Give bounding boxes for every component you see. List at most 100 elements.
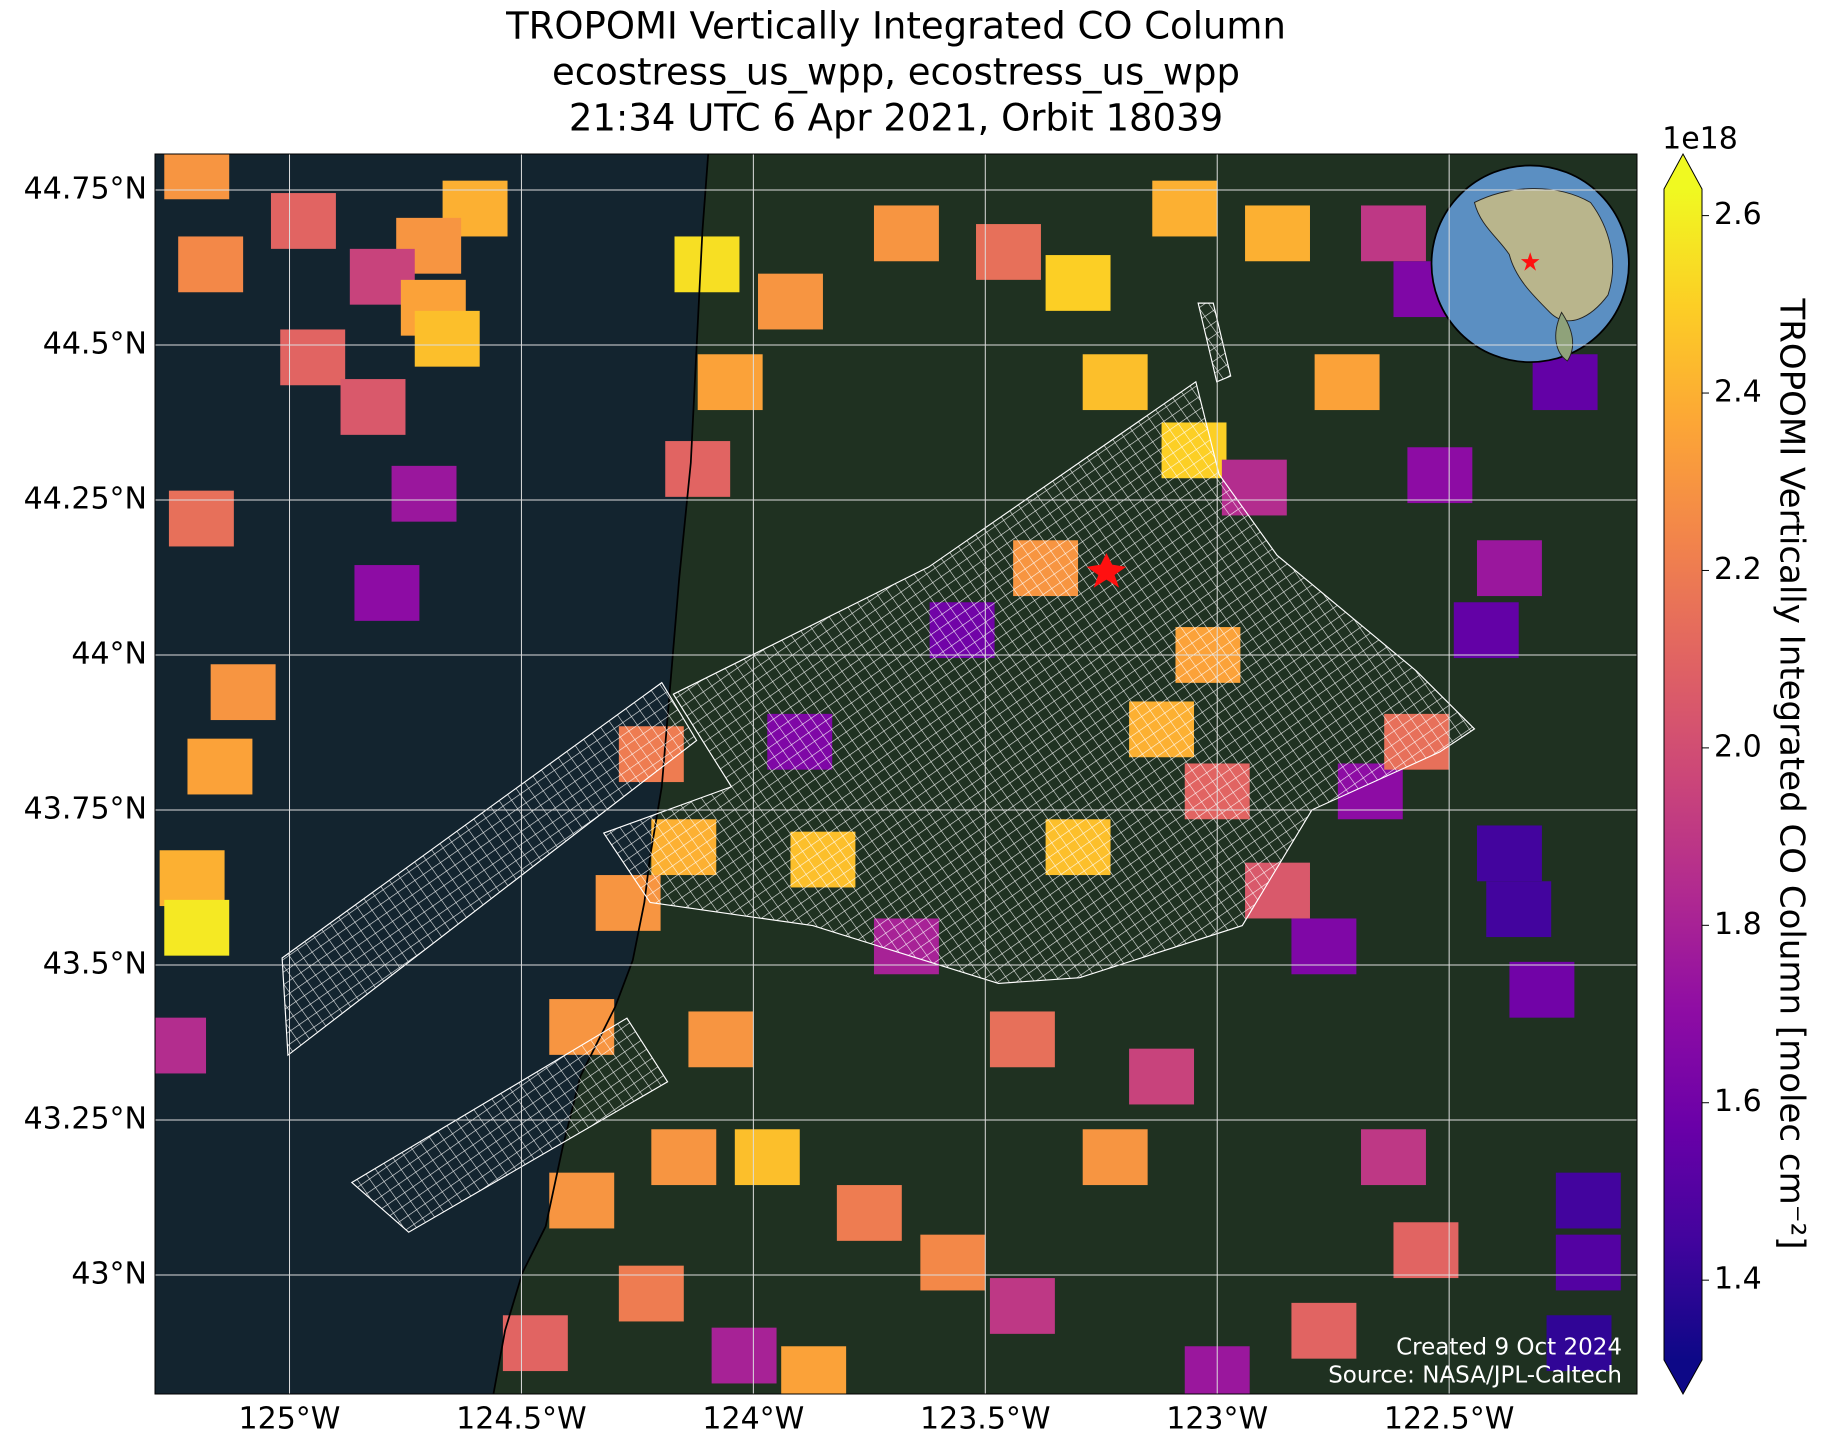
co-cell [391,465,457,522]
co-cell [836,1185,902,1241]
co-cell [549,1172,615,1229]
co-cell [1393,1222,1459,1279]
x-tick-label: 125°W [239,1402,341,1437]
co-cell [354,565,420,621]
co-cell [1555,1234,1621,1291]
x-tick-label: 122.5°W [1384,1402,1515,1437]
co-cell [665,441,731,497]
y-tick-label: 43.5°N [43,946,147,981]
title-line: 21:34 UTC 6 Apr 2021, Orbit 18039 [569,97,1223,140]
co-cell [164,154,230,200]
co-cell [1045,255,1111,311]
co-cell [1546,1315,1612,1372]
colorbar-extend [1664,154,1702,189]
overlay [281,154,1630,1394]
colorbar-tick-label: 1.4 [1714,1262,1762,1297]
co-cell [873,205,939,262]
title-line: ecostress_us_wpp, ecostress_us_wpp [552,51,1240,94]
co-cell [270,193,336,249]
co-cell [651,1129,717,1186]
x-tick-label: 124°W [702,1402,804,1437]
title-line: TROPOMI Vertically Integrated CO Column [505,5,1286,48]
y-tick-label: 44.75°N [24,171,147,206]
co-cell [920,1234,986,1291]
swath [281,681,698,1057]
swath [1197,302,1232,383]
co-cell [280,329,346,386]
co-cell [1532,354,1598,411]
co-cell [1082,1129,1148,1186]
co-cell [781,1346,847,1394]
co-cell [976,224,1041,280]
globe-marker [1520,252,1540,271]
co-cell [1486,881,1552,938]
co-cell [210,664,276,721]
co-cell [1509,961,1575,1018]
co-cell [1291,1302,1357,1359]
colorbar-label: TROPOMI Vertically Integrated CO Column … [1772,297,1812,1249]
co-cell [1476,825,1542,882]
co-cell [618,1265,684,1322]
y-tick-label: 44.25°N [24,481,147,516]
co-cell [1129,1048,1195,1105]
co-cell [711,1327,777,1384]
co-cell [1314,354,1380,411]
colorbar-tick-label: 1.8 [1714,907,1762,942]
co-cell [989,1011,1055,1068]
co-cell [1291,918,1357,975]
co-cell [1361,1129,1426,1186]
colorbar-body [1664,189,1702,1360]
co-cell [989,1278,1055,1334]
colorbar-tick-label: 1.6 [1714,1084,1762,1119]
annotation: Created 9 Oct 2024 [1396,1335,1622,1361]
co-cell [688,1011,754,1068]
co-cell [1245,205,1310,262]
co-cell [1476,540,1542,597]
x-tick-label: 123°W [1166,1402,1268,1437]
x-tick-label: 123.5°W [920,1402,1051,1437]
co-cell [1453,602,1519,659]
y-tick-label: 43°N [71,1256,147,1291]
annotation: Source: NASA/JPL-Caltech [1328,1363,1622,1389]
co-cell [1407,447,1473,504]
co-cell [674,236,740,293]
continent [1555,311,1574,362]
co-cell [502,1315,568,1372]
co-cell [155,1017,207,1074]
colorbar-outline [1663,152,1703,1396]
co-cell [340,379,406,435]
co-cell [164,899,230,956]
co-cell [1361,205,1426,262]
y-tick-label: 43.25°N [24,1101,147,1136]
map-frame [154,153,1638,1395]
colorbar-tick-label: 2.6 [1714,197,1762,232]
inset-globe [1430,164,1630,364]
site-marker [1086,553,1127,588]
co-cell [168,490,234,547]
y-tick-label: 43.75°N [24,791,147,826]
co-cell [178,236,244,293]
y-tick-label: 44°N [71,636,147,671]
colorbar-tick-label: 2.2 [1714,552,1762,587]
co-cell [414,310,480,367]
colorbar-extend [1664,1360,1702,1394]
co-cell [187,738,253,795]
co-cell [159,850,225,907]
swath [350,1017,669,1233]
co-cell [1152,180,1218,237]
co-cell [1555,1172,1621,1229]
y-tick-label: 44.5°N [43,326,147,361]
colorbar-tick-label: 2.0 [1714,729,1762,764]
map [155,154,1637,1394]
co-cell [1082,354,1148,411]
co-cell [758,273,823,330]
x-tick-label: 124.5°W [456,1402,587,1437]
colorbar: 1.4 1.6 1.8 2.0 2.2 2.4 2.6 [1663,152,1762,1396]
continent [1473,188,1614,322]
colorbar-offset: 1e18 [1662,122,1738,157]
co-cell [734,1129,800,1186]
co-cell [697,354,763,411]
colorbar-tick-label: 2.4 [1714,375,1762,410]
grid [155,154,1637,1394]
